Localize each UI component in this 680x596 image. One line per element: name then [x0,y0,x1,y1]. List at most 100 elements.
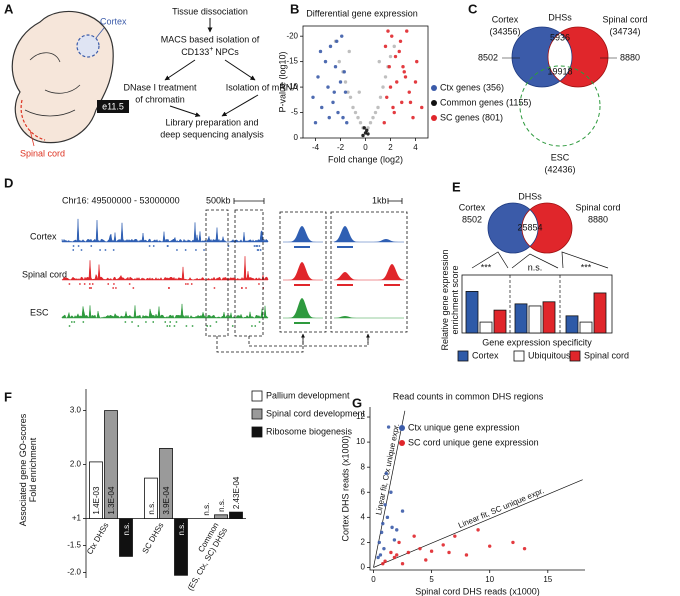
bar [565,315,579,334]
fit-line-label: Linear fit, Ctx unique expr. [374,423,401,516]
point [400,100,404,105]
point [400,509,405,513]
point [398,39,403,43]
y-label-line: Associated gene GO-scores [18,413,28,526]
path [11,10,114,144]
signal-track [61,256,269,281]
chart-title: Differential gene expression [306,8,417,18]
bar-label: n.s. [147,502,156,515]
point [343,80,348,84]
workflow-step: of chromatin [135,94,185,104]
set-label: ESC [551,152,570,162]
venn-e [471,202,609,269]
stage-label: e11.5 [102,101,124,111]
region-count: 25854 [517,222,542,232]
point [400,562,405,566]
workflow-step: Library preparation and [165,117,258,127]
point [338,80,343,84]
inset-peak [331,316,359,318]
bar [144,477,158,520]
x-axis-label: Spinal cord DHS reads (x1000) [415,586,540,596]
point [388,54,393,59]
y-tick-label: 2 [361,538,366,547]
line [95,27,105,39]
point [381,85,385,89]
point [318,49,323,54]
rect [330,211,408,333]
point [403,75,408,79]
y-label-line: Fold enrichment [28,437,38,502]
superscript: + [209,46,213,53]
point [511,540,515,545]
point [341,115,345,120]
inset-peak [378,264,406,280]
polyline [216,336,304,353]
legend-label: SC cord unique gene expression [408,437,539,447]
significance-label: *** [481,262,492,272]
line [224,59,256,81]
point [390,34,394,38]
point [366,126,370,130]
point [405,29,409,33]
y-tick-label: 2.0 [70,460,82,469]
track-label: ESC [30,307,49,317]
point [313,121,318,125]
point [397,540,401,545]
x-tick-label: 5 [429,575,434,584]
point [377,540,381,545]
point [389,550,393,555]
circle [521,202,573,254]
bar-label: n.s. [177,523,186,536]
cortex-label: Cortex [100,16,127,26]
bar-label: n.s. [217,499,226,512]
legend-swatch [431,115,437,121]
legend-swatch [569,350,581,362]
point [420,105,424,110]
bar-label: 1.3E-04 [107,486,116,515]
region-count: 8880 [620,52,640,62]
legend-label: SC genes (801) [440,112,503,122]
point [392,538,397,542]
bar [479,321,493,334]
bar [579,321,593,334]
y-tick-label: 12 [356,412,365,421]
point [429,549,434,553]
track-label: Cortex [30,231,57,241]
workflow-step: Isolation of mRNA [226,82,299,92]
point [395,553,399,557]
panel-label: D [4,175,13,190]
point [365,128,369,133]
legend-label: Cortex [472,350,499,360]
bar [528,305,542,334]
inset-peak [331,226,359,242]
point [331,100,335,105]
point [395,528,399,532]
point [373,110,378,115]
circle [519,65,601,147]
point [397,49,401,54]
workflow-step: deep sequencing analysis [160,129,264,139]
set-label: Cortex [492,14,519,24]
y-tick-label: 0 [294,133,299,142]
bar-label: 3.9E-04 [162,486,171,515]
x-tick-label: 0 [371,575,376,584]
polyline [561,251,609,269]
legend-label: Common genes (1155) [440,97,531,107]
point [346,90,350,94]
polyline [511,253,559,269]
y-tick-label: -20 [286,31,298,40]
y-label-line: Relative gene expression [440,249,450,350]
point [332,90,336,94]
point [386,29,390,33]
y-tick-label: +1 [72,514,82,523]
bar [593,292,607,334]
g: DHSs Cortex 8502 25854 Spinal cord 8880 [459,191,621,232]
g: DHSs Cortex (34356) Spinal cord (34734) … [478,12,648,174]
y-tick-label: -10 [286,82,298,91]
point [358,121,363,125]
point [411,115,415,120]
point [353,110,358,115]
spinal-cord-label: Spinal cord [20,148,65,158]
